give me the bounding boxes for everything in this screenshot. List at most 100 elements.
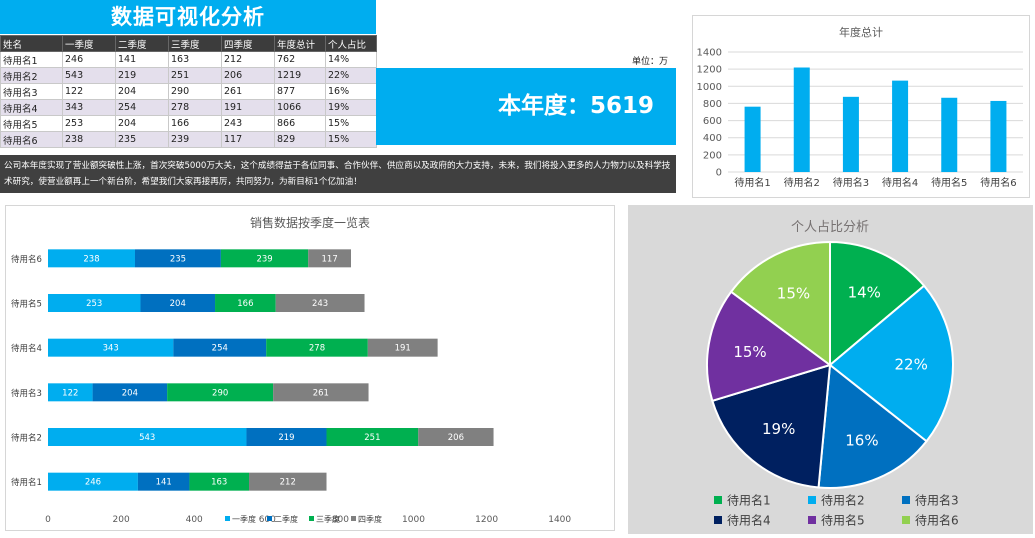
chart-title: 年度总计 <box>839 25 883 39</box>
table-cell: 866 <box>274 115 326 132</box>
legend-swatch <box>902 496 910 504</box>
x-tick-label: 待用名2 <box>784 176 820 189</box>
bar-segment <box>273 383 369 402</box>
slice-label: 19% <box>762 420 795 438</box>
data-label: 235 <box>170 254 186 264</box>
x-tick-label: 待用名3 <box>833 176 869 189</box>
data-table: 姓名 一季度 二季度 三季度 四季度 年度总计 个人占比 待用名1 246 14… <box>0 35 377 148</box>
table-cell: 15% <box>325 115 377 132</box>
y-tick-label: 1000 <box>697 82 722 93</box>
bar-segment <box>167 383 274 402</box>
y-tick-label: 1200 <box>697 65 722 76</box>
table-header-row: 姓名 一季度 二季度 三季度 四季度 年度总计 个人占比 <box>0 35 377 52</box>
table-cell: 1219 <box>274 67 326 84</box>
bar-segment <box>134 249 221 268</box>
legend-label: 二季度 <box>274 514 298 524</box>
data-label: 290 <box>212 388 228 398</box>
table-cell: 343 <box>62 99 116 116</box>
bar-segment <box>418 428 494 446</box>
x-tick-label: 待用名1 <box>734 176 770 189</box>
table-cell: 22% <box>325 67 377 84</box>
bar-segment <box>215 294 276 312</box>
column-header-total: 年度总计 <box>274 35 326 52</box>
legend-swatch <box>225 516 230 521</box>
bar <box>990 100 1007 172</box>
column-header-q2: 二季度 <box>115 35 169 52</box>
table-cell: 16% <box>325 83 377 100</box>
quarterly-sales-chart-svg: 销售数据按季度一览表0200400600800100012001400待用名12… <box>11 215 571 525</box>
table-cell: 117 <box>221 131 275 148</box>
bar-segment <box>48 383 93 402</box>
table-cell: 204 <box>115 115 169 132</box>
slice-label: 14% <box>848 283 881 301</box>
table-cell: 278 <box>168 99 222 116</box>
table-cell: 206 <box>221 67 275 84</box>
table-cell: 141 <box>115 51 169 68</box>
legend-label: 待用名4 <box>727 513 771 528</box>
table-cell: 待用名2 <box>0 67 63 84</box>
bar-segment <box>249 472 327 491</box>
table-cell: 14% <box>325 51 377 68</box>
legend-label: 三季度 <box>316 514 340 524</box>
data-label: 204 <box>122 388 138 398</box>
x-tick-label: 1200 <box>475 515 498 525</box>
data-label: 253 <box>86 299 102 309</box>
legend-label: 四季度 <box>358 514 382 524</box>
bar-segment <box>173 338 267 357</box>
x-tick-label: 待用名5 <box>931 176 967 189</box>
y-tick-label: 待用名1 <box>11 477 42 488</box>
legend-swatch <box>309 516 314 521</box>
chart-title: 个人占比分析 <box>791 220 869 235</box>
legend-label: 待用名6 <box>915 513 959 528</box>
table-cell: 246 <box>62 51 116 68</box>
share-pie-chart: 个人占比分析 14% 22% 16% 19% 15% 15% 待用名1 待用名2 待用名3 待用名4… <box>628 205 1033 534</box>
data-label: 219 <box>278 433 294 443</box>
table-cell: 235 <box>115 131 169 148</box>
pie-slice <box>706 290 833 403</box>
table-cell: 253 <box>62 115 116 132</box>
bar-segment <box>48 338 174 357</box>
data-label: 122 <box>62 388 78 398</box>
data-label: 204 <box>170 299 186 309</box>
bar-segment <box>220 249 309 268</box>
data-label: 243 <box>312 299 328 309</box>
data-label: 261 <box>313 388 329 398</box>
table-row: 待用名3 122 204 290 261 877 16% <box>0 83 377 100</box>
data-label: 191 <box>395 344 411 354</box>
bar-segment <box>48 428 247 446</box>
quarterly-sales-chart: 销售数据按季度一览表0200400600800100012001400待用名12… <box>5 205 615 531</box>
table-cell: 243 <box>221 115 275 132</box>
data-label: 239 <box>256 254 272 264</box>
table-cell: 待用名4 <box>0 99 63 116</box>
data-label: 212 <box>280 478 296 488</box>
legend-label: 待用名2 <box>821 493 865 508</box>
table-cell: 122 <box>62 83 116 100</box>
legend-label: 一季度 <box>232 514 256 524</box>
x-tick-label: 800 <box>332 515 349 525</box>
table-row: 待用名1 246 141 163 212 762 14% <box>0 51 377 68</box>
page-title: 数据可视化分析 <box>0 0 376 34</box>
bar-segment <box>48 294 141 312</box>
data-label: 141 <box>156 478 172 488</box>
legend-swatch <box>351 516 356 521</box>
bar-segment <box>92 383 168 402</box>
column-header-q1: 一季度 <box>62 35 116 52</box>
bar-segment <box>308 249 351 268</box>
table-cell: 待用名5 <box>0 115 63 132</box>
x-tick-label: 待用名6 <box>980 176 1016 189</box>
pie-slice <box>711 363 832 489</box>
unit-label: 单位：万 <box>632 57 669 67</box>
table-cell: 762 <box>274 51 326 68</box>
table-cell: 254 <box>115 99 169 116</box>
table-cell: 543 <box>62 67 116 84</box>
table-cell: 163 <box>168 51 222 68</box>
annual-total-text: 本年度：5619 <box>497 93 654 119</box>
annual-total-chart-svg: 年度总计 0 200 400 600 800 1000 1200 1400 待用名1 待用名2 待用名… <box>697 25 1023 189</box>
x-tick-label: 1400 <box>548 515 571 525</box>
bar <box>793 67 810 172</box>
bar-segment <box>275 294 365 312</box>
bar-segment <box>137 472 190 491</box>
data-label: 166 <box>237 299 253 309</box>
bar <box>892 80 909 172</box>
y-tick-label: 待用名6 <box>11 254 42 265</box>
